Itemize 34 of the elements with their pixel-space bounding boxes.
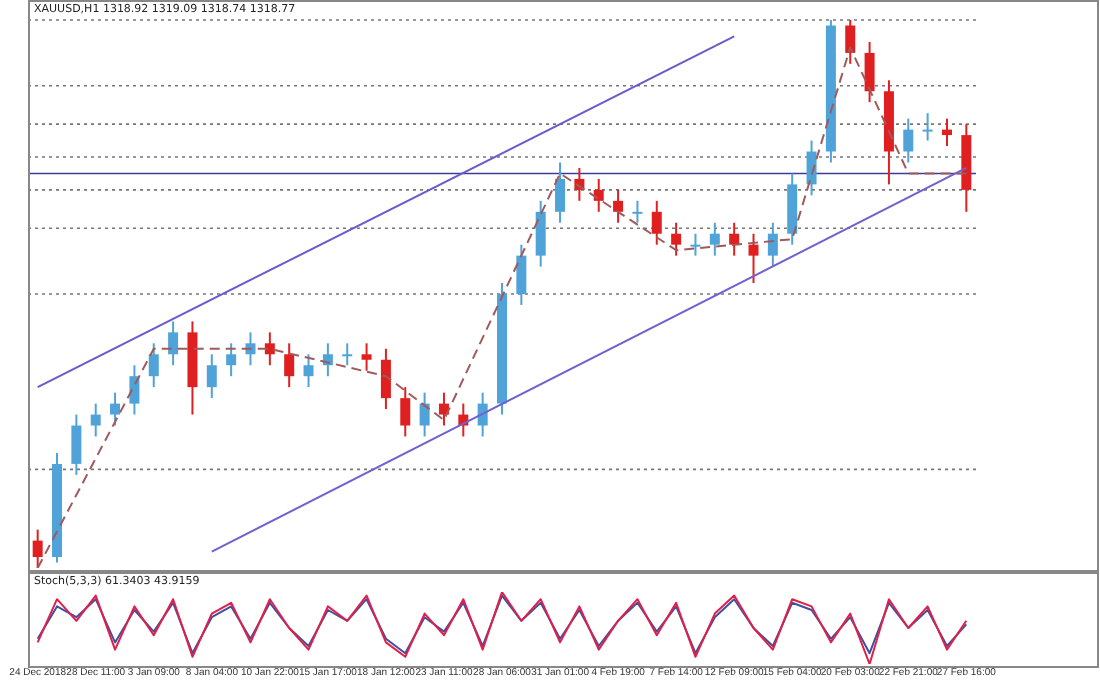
candlestick — [284, 342, 295, 389]
candlestick — [380, 347, 391, 411]
candlestick — [767, 221, 778, 268]
candlestick — [864, 40, 875, 104]
candlestick — [71, 413, 82, 476]
candlestick — [941, 117, 952, 148]
candlestick — [110, 391, 121, 427]
candlestick — [922, 112, 933, 142]
candlestick — [748, 232, 759, 285]
candlestick — [400, 386, 411, 438]
candlestick — [709, 221, 720, 257]
candlestick — [206, 353, 217, 400]
candlestick — [148, 342, 159, 389]
candlestick — [361, 342, 372, 372]
candlestick — [535, 199, 546, 268]
candlestick — [419, 391, 430, 438]
candlestick — [690, 232, 701, 257]
candlestick — [90, 402, 101, 438]
candlestick — [555, 161, 566, 224]
candlestick — [32, 528, 43, 569]
candlestick — [729, 221, 740, 257]
candlestick — [168, 320, 179, 367]
candlestick — [342, 342, 353, 367]
candlestick — [129, 364, 140, 416]
candlestick — [632, 199, 643, 224]
candlestick — [671, 221, 682, 257]
candlestick — [516, 243, 527, 306]
candlestick — [613, 188, 624, 224]
candlestick — [903, 117, 914, 164]
candlestick — [593, 177, 604, 213]
candlestick — [264, 331, 275, 367]
candlestick — [226, 342, 237, 378]
candlestick — [303, 353, 314, 389]
candlestick — [651, 199, 662, 246]
